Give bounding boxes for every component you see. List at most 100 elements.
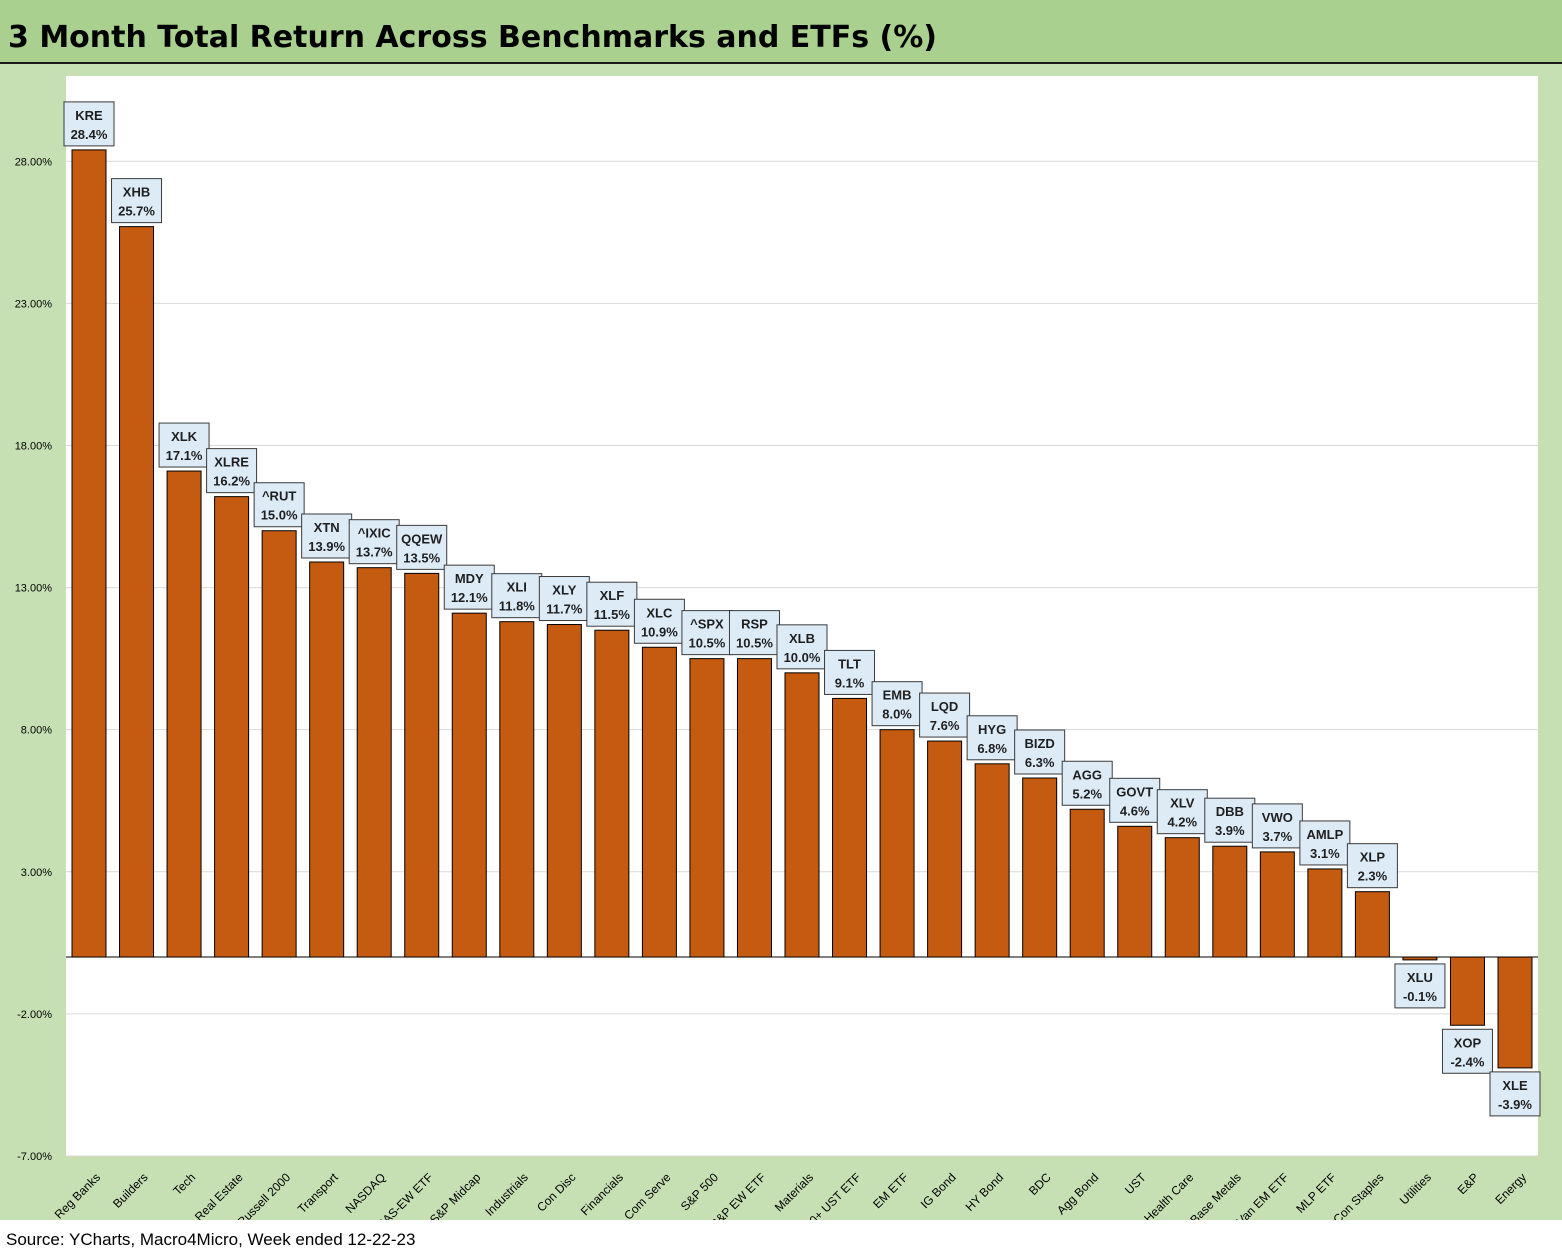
data-label-box [1014,729,1066,775]
source-bar: Source: YCharts, Macro4Micro, Week ended… [0,1220,1562,1260]
x-tick-label: S&P 500 [678,1170,721,1213]
data-label-value: -0.1% [1403,989,1437,1004]
data-label-value: 11.7% [546,602,583,617]
data-label-value: 5.2% [1072,786,1102,801]
data-label: XLV 4.2% [1156,789,1208,835]
data-label-ticker: ^RUT [262,489,296,504]
x-tick-label: IG Bond [918,1170,959,1211]
bar-xlv [1164,837,1200,958]
data-label-ticker: XLF [600,588,625,603]
bar-xlf [594,629,630,958]
x-tick-label: BDC [1026,1170,1054,1198]
data-label-box [158,422,210,468]
y-tick-label: 3.00% [21,867,52,879]
x-tick-label: Russell 2000 [234,1170,293,1220]
data-label-box [1156,789,1208,835]
data-label-ticker: AGG [1072,767,1102,782]
data-label: XLE -3.9% [1489,1071,1541,1117]
chart-title: 3 Month Total Return Across Benchmarks a… [8,20,938,55]
data-label-box [966,715,1018,761]
data-label: DBB 3.9% [1204,797,1256,843]
data-label-value: 6.3% [1025,755,1055,770]
x-tick-label: UST [1122,1170,1149,1197]
data-label: HYG 6.8% [966,715,1018,761]
bar-xlb [784,672,820,958]
data-label: AGG 5.2% [1061,760,1113,806]
y-tick-label: 18.00% [15,440,53,452]
data-label: XLU -0.1% [1394,963,1446,1009]
bar-dbb [1212,845,1248,958]
data-label-ticker: XHB [123,185,150,200]
data-label-value: 13.5% [403,550,440,565]
data-label: XLY 11.7% [538,576,590,622]
data-label-box [871,681,923,727]
data-label: GOVT 4.6% [1109,777,1161,823]
x-tick-label: Agg Bond [1054,1170,1101,1217]
source-note: Source: YCharts, Macro4Micro, Week ended… [6,1230,416,1249]
data-label-ticker: XOP [1454,1035,1482,1050]
data-label-box [776,624,828,670]
data-label: QQEW 13.5% [396,524,448,570]
data-label-box [206,448,258,494]
data-label-ticker: XLK [171,429,198,444]
x-tick-label: EM ETF [870,1170,911,1211]
data-label-value: 7.6% [930,718,960,733]
data-label-ticker: XLU [1407,970,1433,985]
bar-xtn [309,561,345,958]
bar-qqew [404,572,440,958]
data-label-ticker: AMLP [1306,827,1343,842]
data-label: ^IXIC 13.7% [348,519,400,565]
y-tick-label: 8.00% [21,725,52,737]
data-label-value: -2.4% [1450,1054,1484,1069]
data-label-value: 13.7% [356,545,393,560]
data-label-box [1061,760,1113,806]
bar-amlp [1307,868,1343,958]
data-label-box [1251,803,1303,849]
data-label-ticker: XLE [1502,1078,1528,1093]
y-tick-label: 23.00% [15,298,53,310]
data-label-ticker: QQEW [401,531,443,546]
x-tick-label: Real Estate [192,1170,246,1220]
data-label-ticker: BIZD [1024,736,1054,751]
x-tick-label: MLP ETF [1293,1170,1339,1216]
x-tick-label: E&P [1455,1170,1482,1197]
data-label-ticker: GOVT [1116,784,1153,799]
x-tick-label: Van EM ETF [1234,1170,1292,1220]
data-label: XOP -2.4% [1441,1028,1493,1074]
data-label-ticker: XLRE [214,455,249,470]
data-label-value: 12.1% [451,590,488,605]
bar-emb [879,729,915,958]
data-label-value: 9.1% [835,675,865,690]
data-label-ticker: XLC [646,605,673,620]
bar-xle [1497,956,1533,1069]
x-tick-label: Base Metals [1187,1170,1244,1220]
bar-govt [1117,825,1153,958]
data-label-ticker: XLV [1170,796,1195,811]
data-label: XLP 2.3% [1346,843,1398,889]
data-label-box [728,610,780,656]
data-label-box [1394,963,1446,1009]
data-label: AMLP 3.1% [1299,820,1351,866]
data-label-ticker: VWO [1262,810,1293,825]
x-tick-label: Con Staples [1330,1170,1386,1220]
x-tick-label: Reg Banks [52,1170,103,1220]
x-tick-label: Energy [1492,1170,1529,1207]
data-label: XLC 10.9% [633,598,685,644]
bar-kre [71,149,107,958]
data-label-ticker: LQD [931,699,958,714]
data-label-value: 10.5% [736,636,773,651]
data-label: KRE 28.4% [63,101,115,147]
data-label-ticker: KRE [75,108,103,123]
data-label-box [253,482,305,528]
bar-xlc [641,646,677,958]
bar-ixic [356,567,392,958]
data-label: XLI 11.8% [491,573,543,619]
data-label: BIZD 6.3% [1014,729,1066,775]
x-tick-label: Utilities [1397,1170,1434,1207]
data-label-ticker: HYG [978,722,1006,737]
y-tick-label: 13.00% [15,583,53,595]
data-label: VWO 3.7% [1251,803,1303,849]
bar-xlu [1402,956,1438,961]
bar-xop [1449,956,1485,1026]
data-label-ticker: ^SPX [690,617,724,632]
